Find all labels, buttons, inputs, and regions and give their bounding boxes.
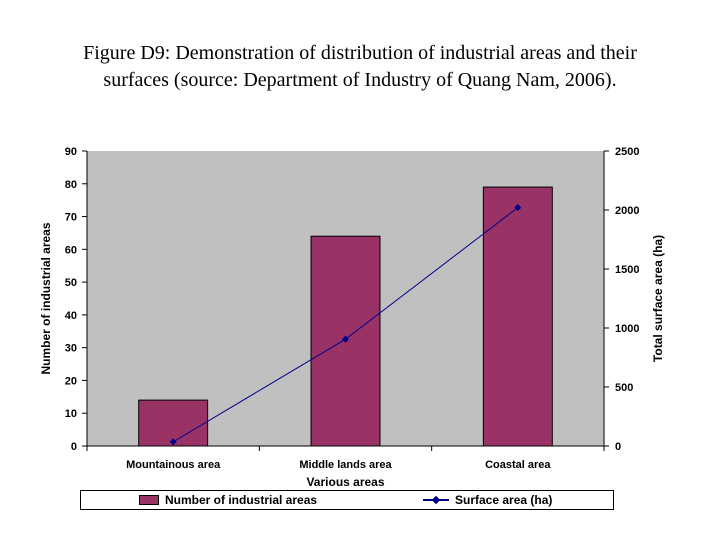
y-tick-label: 20 [65,375,77,387]
y2-tick-label: 0 [615,441,621,453]
legend-item-line: Surface area (ha) [423,493,552,507]
y2-tick-label: 1000 [615,323,639,335]
figure-title: Figure D9: Demonstration of distribution… [40,40,680,94]
y-tick-label: 80 [65,179,77,191]
y2-tick-label: 2000 [615,205,639,217]
y-tick-label: 50 [65,277,77,289]
line-series-group [169,204,522,446]
y-tick-label: 30 [65,343,77,355]
y2-tick-label: 500 [615,382,633,394]
line-marker-3 [514,204,522,212]
line-marker-1 [169,438,177,446]
category-label-2: Middle lands area [299,459,392,471]
bar-3 [482,186,553,447]
y-tick-label: 70 [65,212,77,224]
y2-axis-title: Total surface area (ha) [651,235,665,362]
y-tick-label: 40 [65,310,77,322]
axes-group [82,150,609,451]
legend-item-bars: Number of industrial areas [139,493,317,507]
tick-labels-group: 0 10 20 30 40 50 60 70 80 90 0 500 1000 1500 2000 2500 [65,146,640,453]
y2-tick-label: 1500 [615,264,639,276]
x-axis-title: Various areas [306,475,384,489]
y-tick-label: 10 [65,408,77,420]
category-labels-group: Mountainous area Middle lands area Coastal… [126,459,551,471]
legend: Number of industrial areas Surface area … [80,490,614,510]
legend-label-bars: Number of industrial areas [165,493,318,507]
category-label-1: Mountainous area [126,459,221,471]
bars-group [138,186,553,447]
line-marker-2 [341,335,350,343]
legend-label-line: Surface area (ha) [455,493,553,507]
y-tick-label: 60 [65,244,77,256]
y-tick-label: 90 [65,146,77,158]
category-label-3: Coastal area [485,459,551,471]
y2-tick-label: 2500 [615,146,639,158]
legend-swatch-line [423,495,449,505]
figure-title-line-2: surfaces (source: Department of Industry… [103,69,617,91]
y-tick-label: 0 [71,441,77,453]
legend-swatch-bar [139,495,159,505]
figure-title-line-1: Figure D9: Demonstration of distribution… [83,42,637,64]
y-axis-title: Number of industrial areas [39,222,53,374]
